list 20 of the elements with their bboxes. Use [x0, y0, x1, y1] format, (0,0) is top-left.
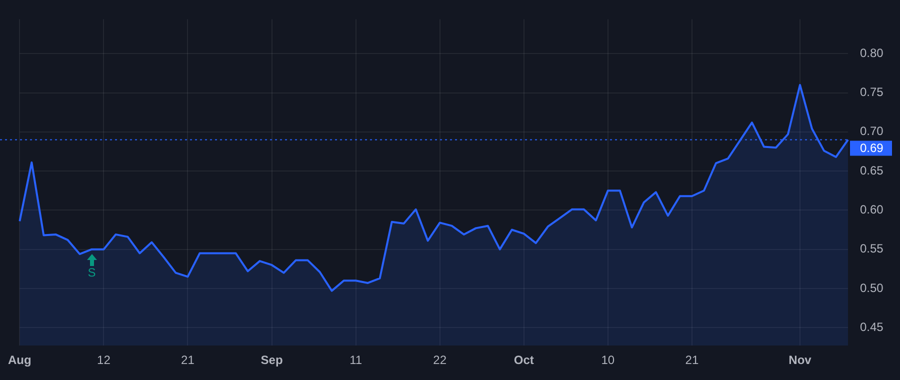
x-tick-label: 10	[601, 353, 615, 368]
x-tick-label: Nov	[788, 353, 812, 368]
x-tick-label: Aug	[8, 353, 32, 368]
y-tick-label: 0.55	[860, 242, 884, 256]
x-tick-label: Oct	[514, 353, 534, 368]
y-tick-label: 0.65	[860, 163, 884, 178]
x-tick-label: 21	[685, 353, 699, 368]
y-tick-label: 0.45	[860, 320, 884, 334]
x-tick-label: 12	[97, 353, 111, 368]
x-tick-label: Sep	[260, 353, 283, 368]
y-tick-label: 0.50	[860, 280, 884, 295]
y-tick-label: 0.75	[860, 85, 884, 100]
annotation: S	[88, 266, 96, 280]
y-tick-label: 0.80	[860, 46, 884, 60]
y-tick-label: 0.70	[860, 124, 884, 138]
y-tick-label: 0.60	[860, 202, 884, 216]
ref-line-label: 0.69	[860, 141, 884, 156]
x-tick-label: 22	[433, 353, 447, 368]
x-tick-label: 21	[181, 353, 195, 368]
x-tick-label: 11	[350, 353, 362, 368]
